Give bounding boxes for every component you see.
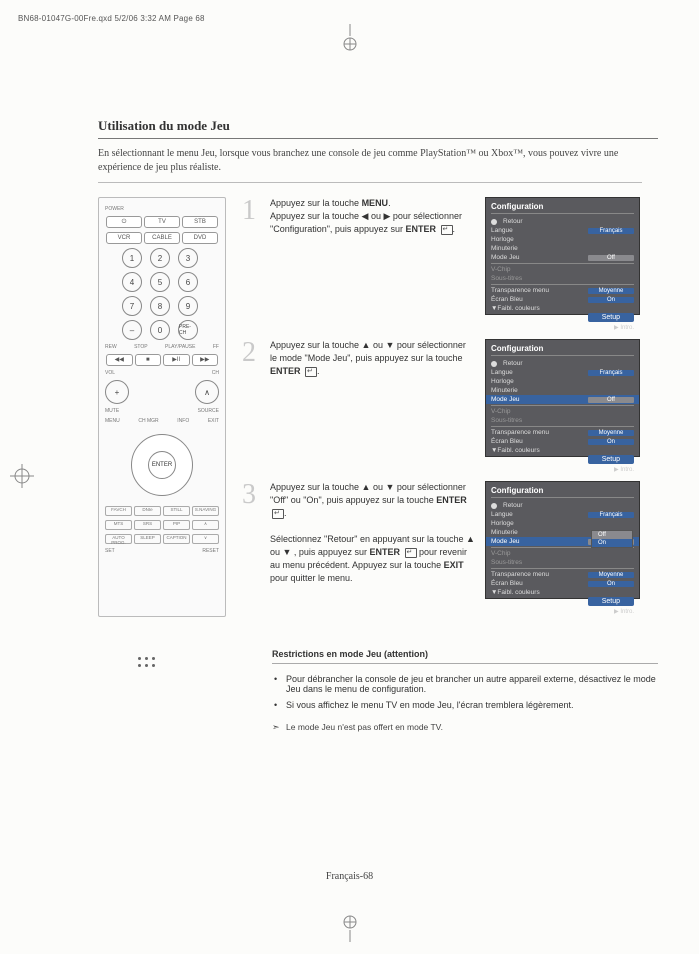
num-1[interactable]: 1 xyxy=(122,248,142,268)
transport-row: ◀◀ ■ ▶II ▶▶ xyxy=(105,354,219,366)
num-8[interactable]: 8 xyxy=(150,296,170,316)
pip-button[interactable]: PIP xyxy=(163,520,190,530)
step-3: 3 Appuyez sur la touche ▲ ou ▼ pour séle… xyxy=(238,481,658,599)
remote-top-labels: POWER xyxy=(105,206,219,212)
mts-button[interactable]: MTS xyxy=(105,520,132,530)
osd-screenshot-2: ConfigurationRetourLangueFrançaisHorloge… xyxy=(485,339,640,457)
remote-vcr-button[interactable]: VCR xyxy=(106,232,142,244)
dpad[interactable]: ENTER xyxy=(131,434,193,496)
ch-button[interactable]: ∧ xyxy=(195,380,219,404)
reset-labels: SETRESET xyxy=(105,548,219,554)
vol-ch-row: + ∧ xyxy=(105,380,219,404)
vol-ch-labels: VOLCH xyxy=(105,370,219,376)
num-6[interactable]: 6 xyxy=(178,272,198,292)
stop-button[interactable]: ■ xyxy=(135,354,162,366)
num-7[interactable]: 7 xyxy=(122,296,142,316)
restrictions-list: Pour débrancher la console de jeu et bra… xyxy=(272,674,658,710)
num-4[interactable]: 4 xyxy=(122,272,142,292)
favch-button[interactable]: FAVCH xyxy=(105,506,132,516)
registration-mark-left xyxy=(10,464,34,490)
step-number-1: 1 xyxy=(238,197,260,315)
step-2: 2 Appuyez sur la touche ▲ ou ▼ pour séle… xyxy=(238,339,658,457)
sleep-button[interactable]: SLEEP xyxy=(134,534,161,544)
blank-button[interactable]: ∧ xyxy=(192,520,219,530)
bottom-row-2: MTS SRS PIP ∧ xyxy=(105,520,219,530)
autoprog-button[interactable]: AUTO PROG. xyxy=(105,534,132,544)
srs-button[interactable]: SRS xyxy=(134,520,161,530)
play-button[interactable]: ▶II xyxy=(163,354,190,366)
step-1: 1 Appuyez sur la touche MENU.Appuyez sur… xyxy=(238,197,658,315)
restrictions-header: Restrictions en mode Jeu (attention) xyxy=(272,649,658,664)
remote-row-1: ⏻ TV STB xyxy=(105,216,219,228)
crop-mark-bottom xyxy=(335,912,365,942)
osd-screenshot-1: ConfigurationRetourLangueFrançaisHorloge… xyxy=(485,197,640,315)
dots-indicator xyxy=(138,657,226,668)
num-5[interactable]: 5 xyxy=(150,272,170,292)
remote-column: POWER ⏻ TV STB VCR CABLE DVD 1 2 3 xyxy=(98,197,226,732)
vol-button[interactable]: + xyxy=(105,380,129,404)
blank2-button[interactable]: ∨ xyxy=(192,534,219,544)
remote-tv-button[interactable]: TV xyxy=(144,216,180,228)
crop-mark-top xyxy=(335,24,365,54)
step-text-1: Appuyez sur la touche MENU.Appuyez sur l… xyxy=(270,197,475,315)
steps-column: 1 Appuyez sur la touche MENU.Appuyez sur… xyxy=(238,197,658,732)
remote-numpad: 1 2 3 4 5 6 7 8 9 – 0 PRE-CH xyxy=(122,248,202,340)
num-2[interactable]: 2 xyxy=(150,248,170,268)
bottom-row-3: AUTO PROG. SLEEP CAPTION ∨ xyxy=(105,534,219,544)
osd-screenshot-3: ConfigurationRetourLangueFrançaisHorloge… xyxy=(485,481,640,599)
page-title: Utilisation du mode Jeu xyxy=(98,118,658,134)
title-rule xyxy=(98,138,658,139)
corner-labels: MENUCH MGRINFOEXIT xyxy=(105,418,219,424)
restrictions-block: Restrictions en mode Jeu (attention) Pou… xyxy=(272,643,658,732)
transport-labels: REWSTOPPLAY/PAUSEFF xyxy=(105,344,219,350)
mute-source-labels: MUTESOURCE xyxy=(105,408,219,414)
print-header: BN68-01047G-00Fre.qxd 5/2/06 3:32 AM Pag… xyxy=(18,14,205,23)
ff-button[interactable]: ▶▶ xyxy=(192,354,219,366)
step-number-2: 2 xyxy=(238,339,260,457)
content-area: Utilisation du mode Jeu En sélectionnant… xyxy=(98,118,658,732)
rew-button[interactable]: ◀◀ xyxy=(106,354,133,366)
num-dash[interactable]: – xyxy=(122,320,142,340)
page-footer: Français-68 xyxy=(326,871,373,882)
note: Le mode Jeu n'est pas offert en mode TV. xyxy=(272,722,658,732)
remote-control: POWER ⏻ TV STB VCR CABLE DVD 1 2 3 xyxy=(98,197,226,617)
intro-text: En sélectionnant le menu Jeu, lorsque vo… xyxy=(98,147,642,183)
num-3[interactable]: 3 xyxy=(178,248,198,268)
remote-cable-button[interactable]: CABLE xyxy=(144,232,180,244)
step-text-3: Appuyez sur la touche ▲ ou ▼ pour sélect… xyxy=(270,481,475,599)
snaving-button[interactable]: S.NAVING xyxy=(192,506,219,516)
step-text-2: Appuyez sur la touche ▲ ou ▼ pour sélect… xyxy=(270,339,475,457)
still-button[interactable]: STILL xyxy=(163,506,190,516)
restriction-item: Si vous affichez le menu TV en mode Jeu,… xyxy=(272,700,658,710)
restriction-item: Pour débrancher la console de jeu et bra… xyxy=(272,674,658,694)
bottom-row-1: FAVCH DNIe STILL S.NAVING xyxy=(105,506,219,516)
remote-row-2: VCR CABLE DVD xyxy=(105,232,219,244)
step-number-3: 3 xyxy=(238,481,260,599)
remote-stb-button[interactable]: STB xyxy=(182,216,218,228)
pre-ch-button[interactable]: PRE-CH xyxy=(178,320,198,340)
dnie-button[interactable]: DNIe xyxy=(134,506,161,516)
num-0[interactable]: 0 xyxy=(150,320,170,340)
remote-dvd-button[interactable]: DVD xyxy=(182,232,218,244)
remote-power-button[interactable]: ⏻ xyxy=(106,216,142,228)
caption-button[interactable]: CAPTION xyxy=(163,534,190,544)
page: BN68-01047G-00Fre.qxd 5/2/06 3:32 AM Pag… xyxy=(0,0,699,954)
enter-button[interactable]: ENTER xyxy=(148,451,176,479)
num-9[interactable]: 9 xyxy=(178,296,198,316)
body-row: POWER ⏻ TV STB VCR CABLE DVD 1 2 3 xyxy=(98,197,658,732)
